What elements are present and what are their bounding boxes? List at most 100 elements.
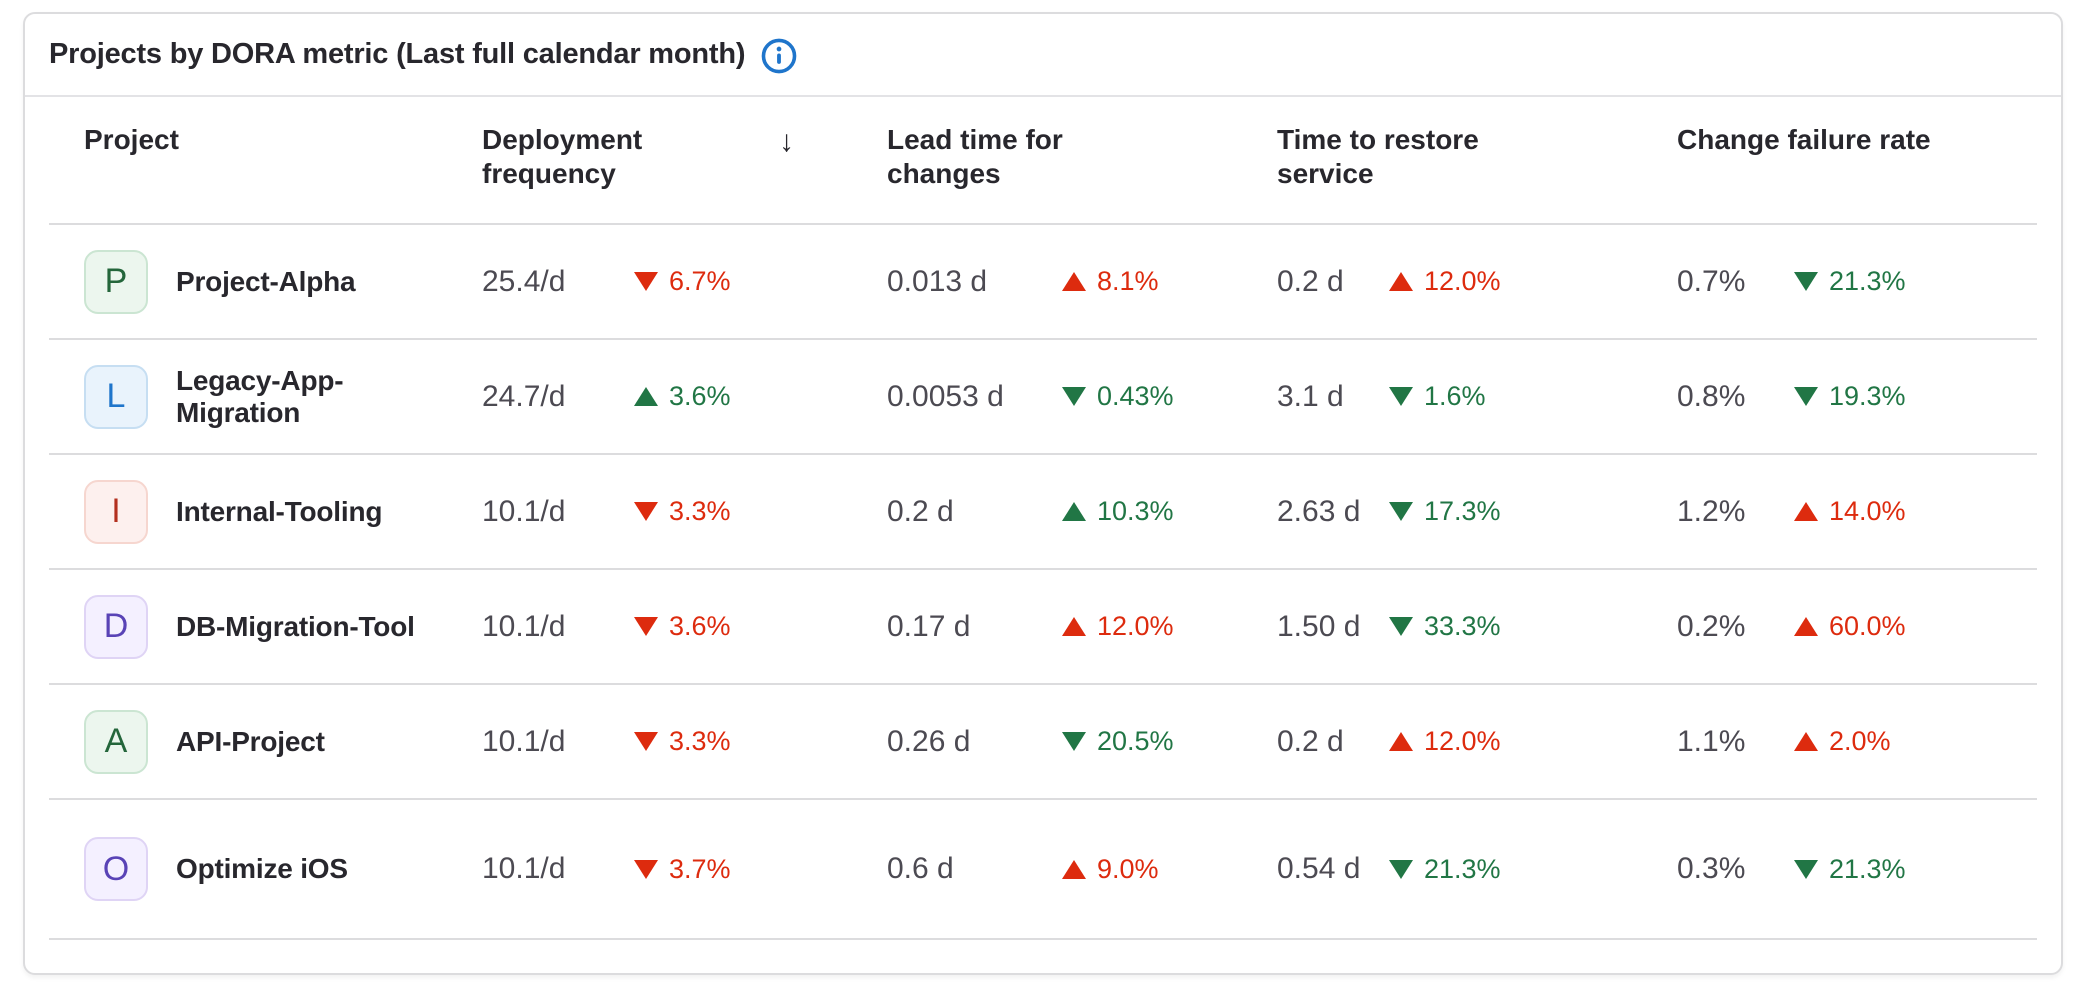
- trend-percent: 20.5%: [1097, 726, 1174, 756]
- metric-value: 0.26 d: [887, 724, 971, 758]
- metric-value: 10.1/d: [482, 494, 566, 528]
- trend-percent: 3.6%: [669, 611, 731, 641]
- trend-indicator: 19.3%: [1794, 381, 1906, 412]
- trend-percent: 19.3%: [1829, 381, 1906, 411]
- trend-down-icon: [1794, 272, 1818, 291]
- time-to-restore-cell: 0.2 d 12.0%: [1242, 725, 1642, 759]
- trend-percent: 21.3%: [1829, 853, 1906, 884]
- table-row: L Legacy-App-Migration 24.7/d 3.6% 0.005…: [49, 340, 2037, 455]
- trend-indicator: 12.0%: [1389, 726, 1501, 757]
- trend-percent: 14.0%: [1829, 496, 1906, 526]
- trend-up-icon: [1062, 502, 1086, 521]
- column-header-time-to-restore[interactable]: Time to restore service: [1277, 124, 1479, 190]
- trend-indicator: 33.3%: [1389, 611, 1501, 642]
- project-avatar: A: [84, 709, 148, 774]
- trend-percent: 8.1%: [1097, 266, 1159, 296]
- trend-down-icon: [1389, 502, 1413, 521]
- column-header-lead-time[interactable]: Lead time for changes: [887, 124, 1063, 190]
- trend-up-icon: [1062, 859, 1086, 879]
- info-icon[interactable]: [761, 38, 797, 74]
- trend-indicator: 3.6%: [634, 611, 731, 642]
- trend-percent: 12.0%: [1424, 726, 1501, 756]
- card-header: Projects by DORA metric (Last full calen…: [25, 14, 2061, 97]
- column-header-change-failure-rate[interactable]: Change failure rate: [1677, 124, 1931, 155]
- sort-descending-icon[interactable]: ↓: [779, 125, 794, 158]
- deployment-frequency-cell: 10.1/d 3.3%: [447, 725, 852, 759]
- deployment-frequency-cell: 10.1/d 3.3%: [447, 495, 852, 529]
- trend-down-icon: [1794, 387, 1818, 406]
- trend-down-icon: [1389, 617, 1413, 636]
- trend-down-icon: [634, 859, 658, 879]
- trend-indicator: 10.3%: [1062, 496, 1174, 527]
- trend-up-icon: [1794, 502, 1818, 521]
- trend-down-icon: [634, 617, 658, 636]
- trend-down-icon: [1062, 732, 1086, 751]
- project-name[interactable]: Optimize iOS: [176, 853, 348, 884]
- project-cell: D DB-Migration-Tool: [49, 594, 447, 659]
- lead-time-cell: 0.26 d 20.5%: [852, 725, 1242, 759]
- trend-down-icon: [634, 272, 658, 291]
- trend-indicator: 9.0%: [1062, 854, 1159, 885]
- trend-indicator: 12.0%: [1389, 266, 1501, 297]
- column-header-deployment-frequency[interactable]: Deployment frequency ↓: [482, 124, 794, 190]
- trend-percent: 12.0%: [1097, 611, 1174, 641]
- metric-value: 0.2 d: [1277, 264, 1344, 298]
- trend-down-icon: [1389, 387, 1413, 406]
- metric-value: 0.6 d: [887, 852, 954, 885]
- metric-value: 0.2%: [1677, 609, 1746, 643]
- metric-value: 0.7%: [1677, 264, 1746, 298]
- trend-indicator: 21.3%: [1389, 854, 1501, 885]
- metric-value: 10.1/d: [482, 852, 566, 885]
- time-to-restore-cell: 1.50 d 33.3%: [1242, 610, 1642, 644]
- lead-time-cell: 0.2 d 10.3%: [852, 495, 1242, 529]
- project-cell: L Legacy-App-Migration: [49, 364, 447, 429]
- page-title: Projects by DORA metric (Last full calen…: [49, 38, 746, 70]
- trend-indicator: 3.3%: [634, 726, 731, 757]
- project-name[interactable]: Internal-Tooling: [176, 495, 383, 527]
- trend-percent: 9.0%: [1097, 853, 1159, 884]
- trend-indicator: 3.6%: [634, 381, 731, 412]
- project-name[interactable]: Legacy-App-Migration: [176, 364, 344, 428]
- trend-percent: 21.3%: [1424, 853, 1501, 884]
- project-cell: I Internal-Tooling: [49, 479, 447, 544]
- trend-percent: 12.0%: [1424, 266, 1501, 296]
- metric-value: 3.1 d: [1277, 379, 1344, 413]
- change-failure-rate-cell: 0.8% 19.3%: [1642, 380, 2037, 414]
- project-name[interactable]: DB-Migration-Tool: [176, 610, 415, 642]
- trend-indicator: 21.3%: [1794, 854, 1906, 885]
- deployment-frequency-cell: 10.1/d 3.7%: [447, 852, 852, 886]
- lead-time-cell: 0.0053 d 0.43%: [852, 380, 1242, 414]
- metric-value: 0.2 d: [887, 494, 954, 528]
- trend-percent: 3.7%: [669, 853, 731, 884]
- trend-indicator: 3.3%: [634, 496, 731, 527]
- metric-value: 24.7/d: [482, 379, 566, 413]
- trend-indicator: 2.0%: [1794, 726, 1891, 757]
- dora-metrics-card: Projects by DORA metric (Last full calen…: [23, 12, 2063, 975]
- lead-time-cell: 0.17 d 12.0%: [852, 610, 1242, 644]
- metric-value: 0.8%: [1677, 379, 1746, 413]
- project-avatar: I: [84, 479, 148, 544]
- trend-indicator: 8.1%: [1062, 266, 1159, 297]
- table-header-row: Project Deployment frequency ↓ Lead time…: [49, 97, 2037, 225]
- metric-value: 0.0053 d: [887, 379, 1004, 413]
- trend-indicator: 6.7%: [634, 266, 731, 297]
- change-failure-rate-cell: 0.7% 21.3%: [1642, 265, 2037, 299]
- project-name[interactable]: API-Project: [176, 725, 325, 757]
- trend-percent: 0.43%: [1097, 381, 1174, 411]
- column-header-project[interactable]: Project: [84, 124, 179, 155]
- project-cell: A API-Project: [49, 709, 447, 774]
- trend-up-icon: [1389, 732, 1413, 751]
- project-name[interactable]: Project-Alpha: [176, 265, 356, 297]
- metric-value: 2.63 d: [1277, 494, 1361, 528]
- table-row: P Project-Alpha 25.4/d 6.7% 0.013 d 8.1%…: [49, 225, 2037, 340]
- trend-indicator: 14.0%: [1794, 496, 1906, 527]
- trend-indicator: 20.5%: [1062, 726, 1174, 757]
- lead-time-cell: 0.013 d 8.1%: [852, 265, 1242, 299]
- trend-percent: 1.6%: [1424, 381, 1486, 411]
- metric-value: 10.1/d: [482, 724, 566, 758]
- trend-down-icon: [634, 732, 658, 751]
- time-to-restore-cell: 2.63 d 17.3%: [1242, 495, 1642, 529]
- table-row: I Internal-Tooling 10.1/d 3.3% 0.2 d 10.…: [49, 455, 2037, 570]
- trend-down-icon: [634, 502, 658, 521]
- deployment-frequency-cell: 10.1/d 3.6%: [447, 610, 852, 644]
